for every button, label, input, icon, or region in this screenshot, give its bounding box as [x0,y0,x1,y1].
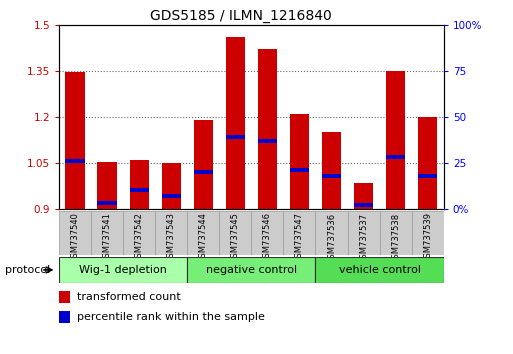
Bar [290,168,309,172]
Bar [386,155,405,159]
Bar [283,211,315,255]
Text: GSM737537: GSM737537 [359,212,368,263]
Text: GSM737544: GSM737544 [199,212,208,263]
Bar [129,160,149,209]
Bar [162,164,181,209]
Bar [354,203,373,207]
Bar [123,211,155,255]
Bar [59,211,91,255]
Bar [418,117,437,209]
Bar [187,257,315,283]
Text: GSM737543: GSM737543 [167,212,176,263]
Bar [91,211,123,255]
Text: vehicle control: vehicle control [339,265,421,275]
Bar [380,211,411,255]
Text: negative control: negative control [206,265,297,275]
Bar [290,114,309,209]
Bar [97,162,117,209]
Bar [59,311,70,322]
Bar [194,120,213,209]
Text: GSM737538: GSM737538 [391,212,400,263]
Text: Wig-1 depletion: Wig-1 depletion [79,265,167,275]
Bar [258,49,277,209]
Bar [322,174,341,178]
Bar [66,72,85,209]
Text: GSM737542: GSM737542 [134,212,144,263]
Bar [66,159,85,163]
Text: GSM737546: GSM737546 [263,212,272,263]
Bar [97,201,117,205]
Text: GSM737541: GSM737541 [103,212,112,263]
Text: protocol: protocol [5,265,50,275]
Bar [315,257,444,283]
Bar [59,291,70,303]
Text: GSM737536: GSM737536 [327,212,336,263]
Text: GSM737547: GSM737547 [295,212,304,263]
Bar [258,139,277,143]
Text: GSM737545: GSM737545 [231,212,240,263]
Bar [226,135,245,139]
Bar [129,188,149,193]
Bar [411,211,444,255]
Bar [194,170,213,174]
Bar [59,257,187,283]
Text: percentile rank within the sample: percentile rank within the sample [76,312,264,322]
Bar [251,211,283,255]
Bar [315,211,348,255]
Bar [386,71,405,209]
Bar [187,211,220,255]
Bar [155,211,187,255]
Bar [348,211,380,255]
Text: transformed count: transformed count [76,292,180,302]
Bar [220,211,251,255]
Bar [162,194,181,198]
Bar [418,174,437,178]
Bar [322,132,341,209]
Text: GSM737539: GSM737539 [423,212,432,263]
Bar [226,37,245,209]
Text: GSM737540: GSM737540 [70,212,80,263]
Bar [354,183,373,209]
Text: GDS5185 / ILMN_1216840: GDS5185 / ILMN_1216840 [150,9,332,23]
